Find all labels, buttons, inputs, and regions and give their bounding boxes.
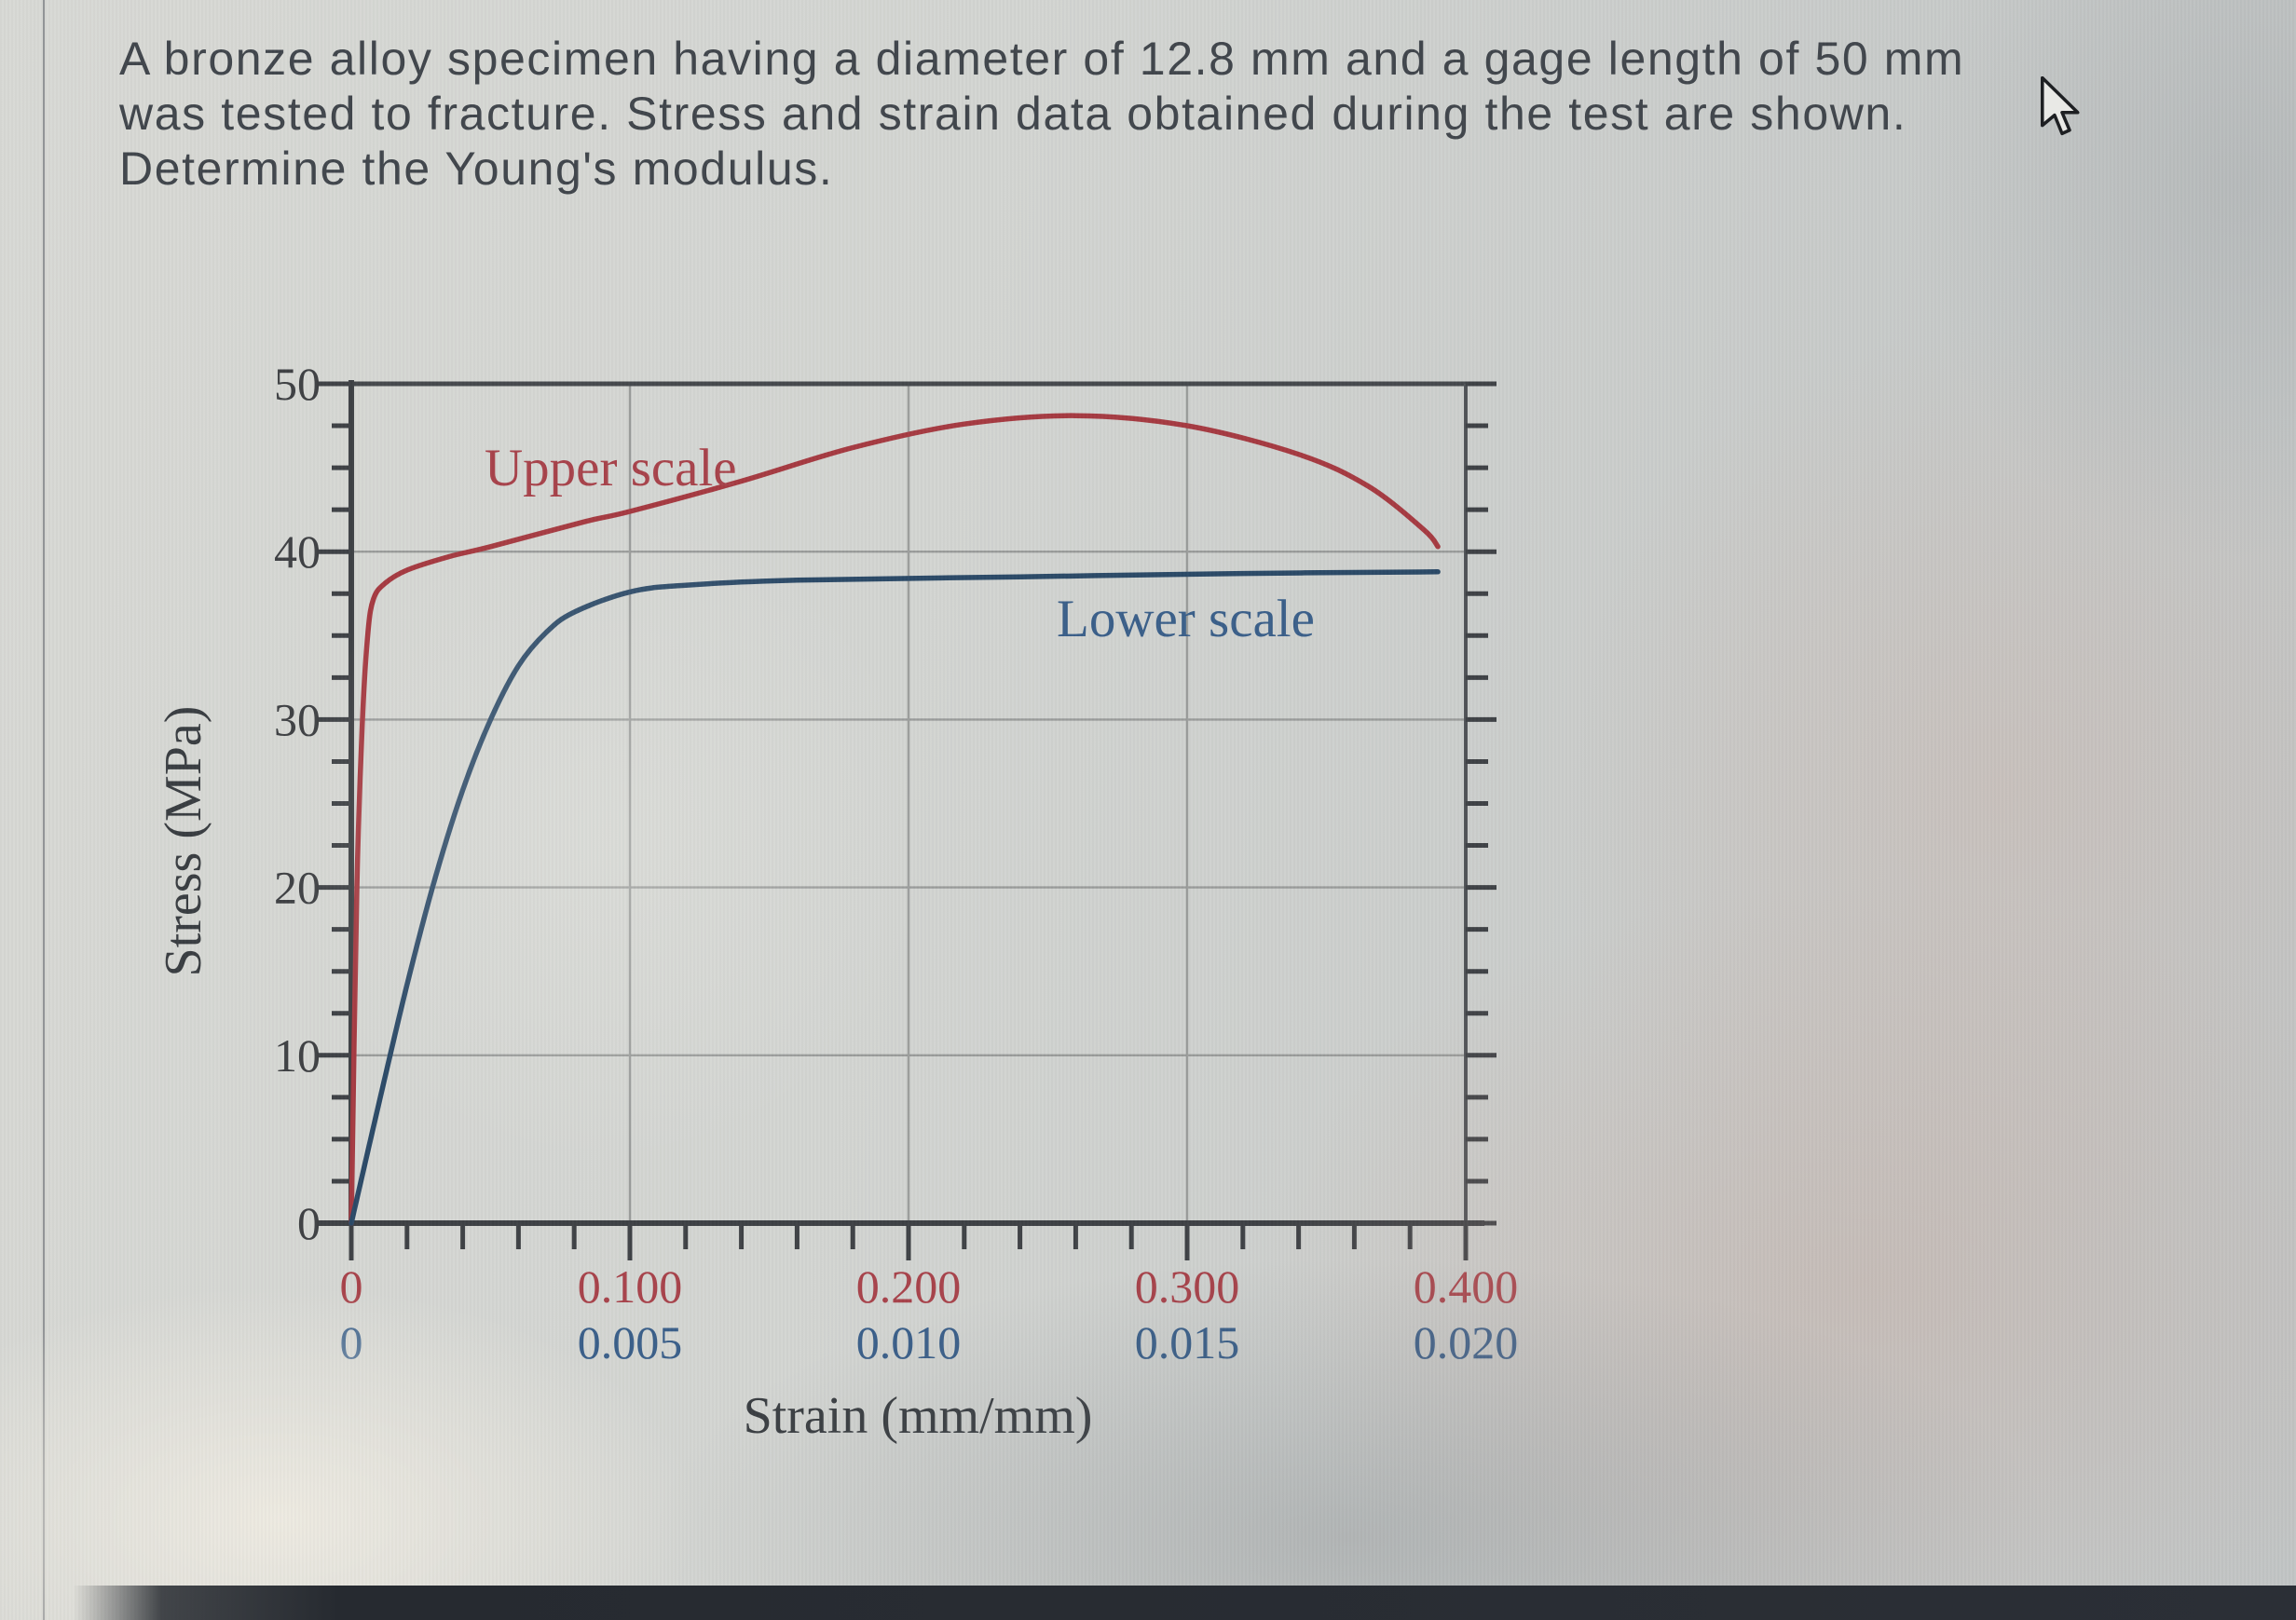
problem-line-3: Determine the Young's modulus.	[119, 143, 834, 195]
y-tick-label: 10	[274, 1029, 321, 1082]
x-tick-label-lower: 0.015	[1135, 1316, 1240, 1368]
left-edge-strip	[0, 0, 9, 1620]
x-tick-label-lower: 0.005	[578, 1316, 683, 1368]
x-tick-label-upper: 0.400	[1414, 1260, 1519, 1313]
y-tick-label: 20	[274, 862, 321, 914]
x-tick-label-lower: 0.020	[1414, 1316, 1519, 1368]
x-tick-label-upper: 0.300	[1135, 1260, 1240, 1313]
x-tick-label-upper: 0.200	[856, 1260, 962, 1313]
x-tick-label-lower: 0	[340, 1316, 363, 1368]
y-tick-label: 0	[297, 1197, 321, 1249]
x-tick-label-upper: 0.100	[578, 1260, 683, 1313]
screen-glare	[0, 1286, 699, 1620]
reflection-blob	[1258, 885, 2296, 1620]
problem-line-1: A bronze alloy specimen having a diamete…	[119, 33, 1965, 85]
bottom-edge-strip	[73, 1586, 2296, 1620]
x-axis-title: Strain (mm/mm)	[743, 1387, 1093, 1445]
y-tick-label: 40	[274, 525, 321, 578]
lower-scale-annotation: Lower scale	[1057, 590, 1315, 648]
problem-statement: A bronze alloy specimen having a diamete…	[119, 32, 2253, 197]
arrow-cursor-icon	[2041, 76, 2080, 136]
y-axis-title: Stress (MPa)	[155, 705, 212, 977]
y-tick-label: 50	[274, 358, 321, 410]
problem-line-2: was tested to fracture. Stress and strai…	[119, 88, 1907, 140]
reflection-blob	[1538, 326, 2296, 1258]
series-curve-upper-scale	[348, 413, 1441, 1226]
series-curve-lower-scale	[348, 569, 1441, 1226]
y-tick-label: 30	[274, 693, 321, 745]
screen-glare	[280, 512, 932, 1164]
card-left-border	[43, 0, 45, 1620]
x-tick-label-lower: 0.010	[856, 1316, 962, 1368]
upper-scale-annotation: Upper scale	[485, 439, 737, 497]
x-tick-label-upper: 0	[340, 1260, 363, 1313]
